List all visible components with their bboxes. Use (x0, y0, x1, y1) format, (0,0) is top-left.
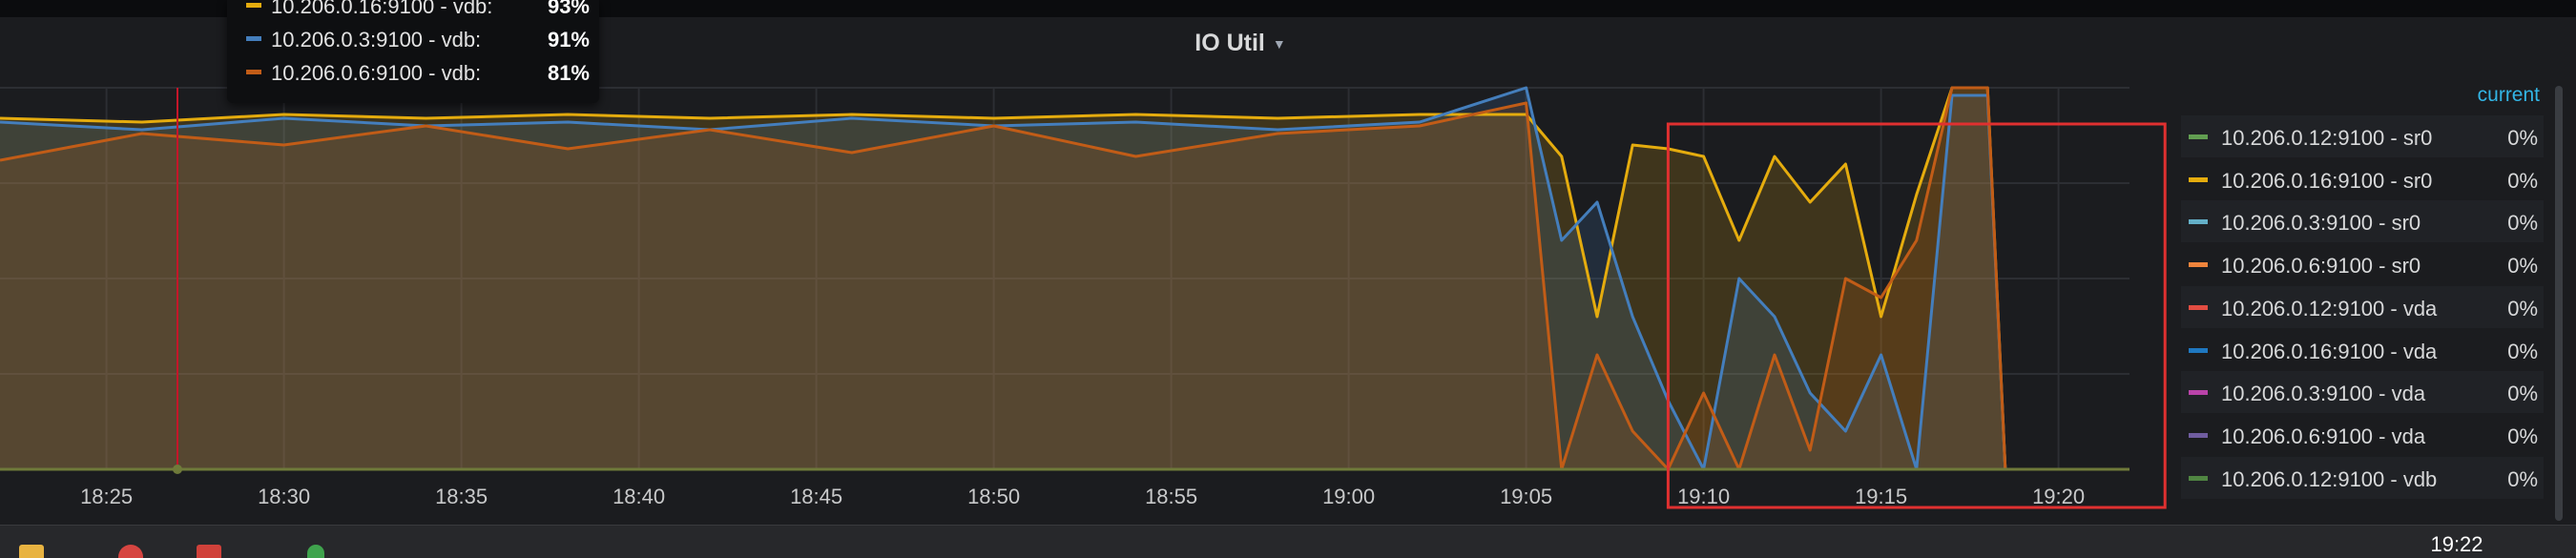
x-tick-label: 18:45 (790, 485, 842, 508)
legend-item[interactable]: 10.206.0.12:9100 - sr0 0% (2181, 115, 2544, 157)
browser-icon[interactable] (118, 545, 143, 558)
legend-item-value: 0% (2507, 169, 2538, 194)
hover-tooltip: 10.206.0.16:9100 - vdb: 93% 10.206.0.3:910… (227, 0, 599, 103)
taskbar (0, 525, 2576, 558)
tooltip-series-label: 10.206.0.16:9100 - vdb: (271, 0, 492, 19)
legend-item-value: 0% (2507, 340, 2538, 364)
legend-item[interactable]: 10.206.0.6:9100 - vda 0% (2181, 414, 2544, 456)
legend-item[interactable]: 10.206.0.3:9100 - sr0 0% (2181, 200, 2544, 242)
legend-item-label: 10.206.0.16:9100 - sr0 (2221, 169, 2432, 194)
legend-item-value: 0% (2507, 424, 2538, 449)
legend-item-label: 10.206.0.12:9100 - vda (2221, 297, 2437, 321)
x-tick-label: 19:10 (1677, 485, 1730, 508)
series-swatch-icon (2189, 433, 2208, 438)
legend-item-label: 10.206.0.3:9100 - sr0 (2221, 211, 2420, 236)
series-swatch-icon (246, 36, 261, 41)
legend-item[interactable]: 10.206.0.12:9100 - vda 0% (2181, 286, 2544, 328)
legend-item-label: 10.206.0.12:9100 - sr0 (2221, 126, 2432, 151)
legend-item-value: 0% (2507, 211, 2538, 236)
series-swatch-icon (2189, 134, 2208, 139)
tooltip-series-label: 10.206.0.3:9100 - vdb: (271, 28, 481, 52)
legend-item-value: 0% (2507, 126, 2538, 151)
legend-current-header[interactable]: current (2471, 84, 2540, 107)
x-tick-label: 19:15 (1855, 485, 1907, 508)
series-swatch-icon (2189, 262, 2208, 267)
tooltip-series-value: 81% (548, 61, 590, 86)
legend-item-value: 0% (2507, 254, 2538, 279)
tooltip-row: 10.206.0.3:9100 - vdb: 91% (246, 24, 590, 56)
x-tick-label: 18:35 (435, 485, 488, 508)
series-swatch-icon (246, 70, 261, 74)
series-swatch-icon (246, 3, 261, 8)
legend-item-value: 0% (2507, 297, 2538, 321)
x-tick-label: 18:40 (613, 485, 665, 508)
legend-item[interactable]: 10.206.0.12:9100 - vdb 0% (2181, 457, 2544, 499)
x-tick-label: 18:25 (80, 485, 133, 508)
legend-item-label: 10.206.0.3:9100 - vda (2221, 382, 2425, 406)
legend-scrollbar[interactable] (2555, 86, 2563, 521)
legend-item-value: 0% (2507, 382, 2538, 406)
tooltip-row: 10.206.0.6:9100 - vdb: 81% (246, 57, 590, 90)
tooltip-series-value: 91% (548, 28, 590, 52)
legend-item[interactable]: 10.206.0.3:9100 - vda 0% (2181, 371, 2544, 413)
legend-item-value: 0% (2507, 467, 2538, 492)
series-swatch-icon (2189, 305, 2208, 310)
x-tick-label: 18:50 (967, 485, 1020, 508)
tooltip-series-value: 93% (548, 0, 590, 19)
series-swatch-icon (2189, 177, 2208, 182)
x-axis-ticks: 18:25 18:30 18:35 18:40 18:45 18:50 18:55 19:00… (80, 485, 2085, 508)
series-swatch-icon (2189, 390, 2208, 395)
taskbar-clock: 19:22 (2404, 532, 2509, 557)
legend-item-label: 10.206.0.16:9100 - vda (2221, 340, 2437, 364)
series-swatch-icon (2189, 348, 2208, 353)
refresh-icon[interactable] (307, 545, 324, 558)
series-swatch-icon (2189, 219, 2208, 224)
series-swatch-icon (2189, 476, 2208, 481)
x-tick-label: 19:05 (1500, 485, 1552, 508)
tooltip-series-label: 10.206.0.6:9100 - vdb: (271, 61, 481, 86)
legend-item[interactable]: 10.206.0.6:9100 - sr0 0% (2181, 243, 2544, 285)
x-tick-label: 19:00 (1322, 485, 1375, 508)
series-areas (0, 88, 2129, 469)
legend-item-label: 10.206.0.6:9100 - vda (2221, 424, 2425, 449)
legend-item[interactable]: 10.206.0.16:9100 - vda 0% (2181, 329, 2544, 371)
folder-icon[interactable] (19, 545, 44, 558)
app-icon[interactable] (197, 545, 221, 558)
x-tick-label: 18:55 (1145, 485, 1197, 508)
x-tick-label: 18:30 (258, 485, 310, 508)
tooltip-row: 10.206.0.16:9100 - vdb: 93% (246, 0, 590, 23)
legend-item-label: 10.206.0.12:9100 - vdb (2221, 467, 2437, 492)
x-tick-label: 19:20 (2032, 485, 2085, 508)
legend-item-label: 10.206.0.6:9100 - sr0 (2221, 254, 2420, 279)
hover-point (173, 465, 182, 474)
legend-item[interactable]: 10.206.0.16:9100 - sr0 0% (2181, 158, 2544, 200)
